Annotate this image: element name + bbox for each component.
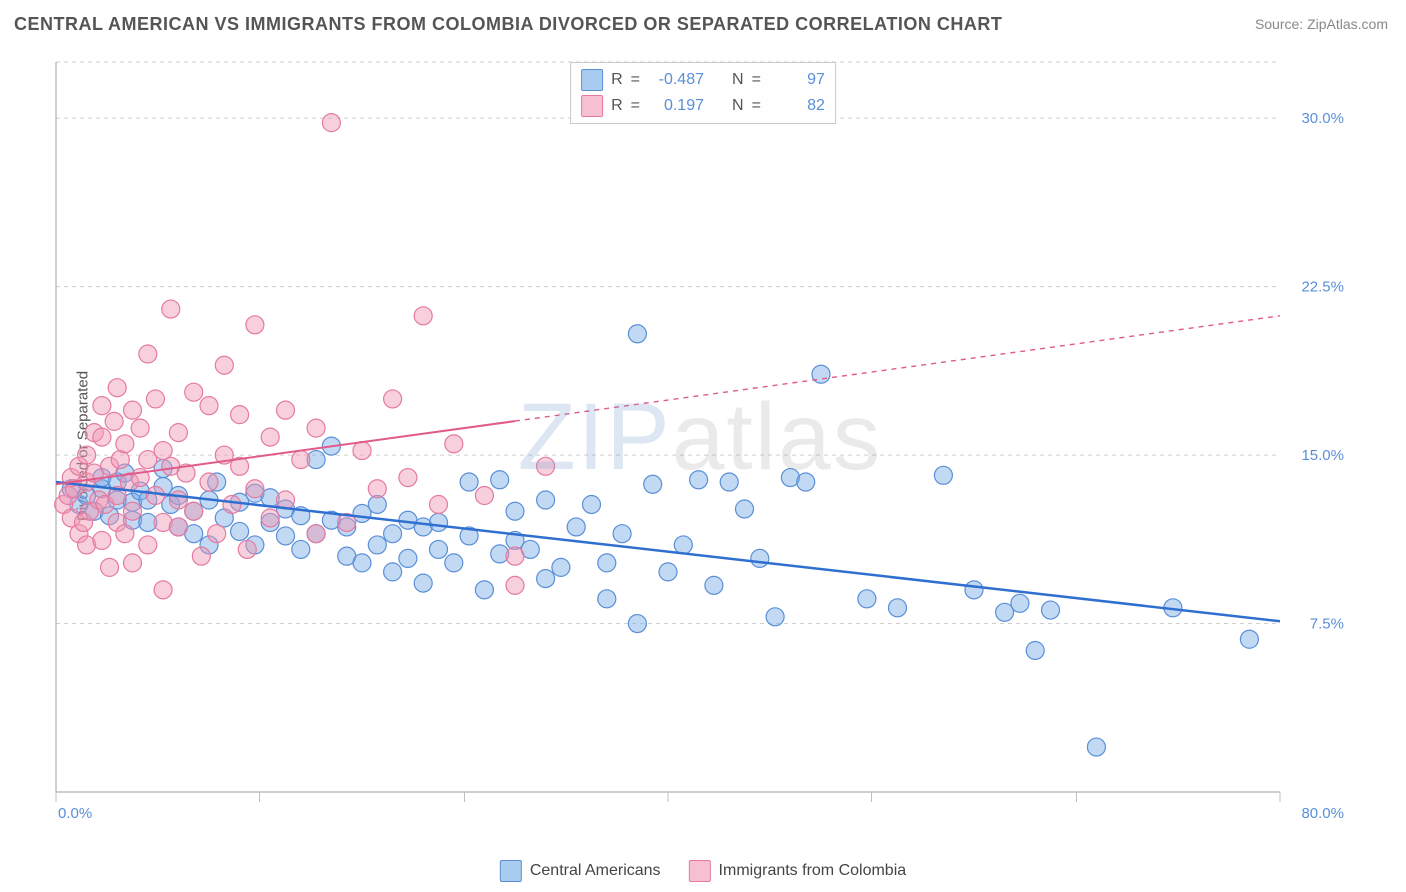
- stats-r-label: R: [611, 71, 623, 89]
- stats-equals: =: [752, 97, 761, 115]
- bottom-legend-label-0: Central Americans: [530, 862, 661, 880]
- bottom-legend-label-1: Immigrants from Colombia: [719, 862, 907, 880]
- legend-swatch-series-0: [581, 69, 603, 91]
- stats-equals: =: [631, 97, 640, 115]
- stats-n-value-1: 82: [769, 97, 825, 115]
- bottom-legend: Central Americans Immigrants from Colomb…: [500, 860, 906, 882]
- plot-area: 7.5%15.0%22.5%30.0%0.0%80.0% ZIPatlas: [50, 60, 1350, 826]
- stats-r-value-1: 0.197: [648, 97, 704, 115]
- stats-r-value-0: -0.487: [648, 71, 704, 89]
- stats-n-label: N: [732, 71, 744, 89]
- source-value: ZipAtlas.com: [1307, 16, 1388, 32]
- bottom-legend-swatch-1: [689, 860, 711, 882]
- stats-equals: =: [631, 71, 640, 89]
- stats-equals: =: [752, 71, 761, 89]
- chart-container: CENTRAL AMERICAN VS IMMIGRANTS FROM COLO…: [0, 0, 1406, 892]
- bottom-legend-swatch-0: [500, 860, 522, 882]
- stats-row-series-0: R = -0.487 N = 97: [581, 67, 825, 93]
- svg-text:30.0%: 30.0%: [1301, 110, 1344, 127]
- svg-text:7.5%: 7.5%: [1310, 616, 1344, 633]
- source-label: Source:: [1255, 16, 1303, 32]
- legend-swatch-series-1: [581, 95, 603, 117]
- bottom-legend-item-0: Central Americans: [500, 860, 661, 882]
- svg-text:22.5%: 22.5%: [1301, 279, 1344, 296]
- svg-text:0.0%: 0.0%: [58, 805, 92, 822]
- svg-text:15.0%: 15.0%: [1301, 447, 1344, 464]
- stats-r-label: R: [611, 97, 623, 115]
- stats-row-series-1: R = 0.197 N = 82: [581, 93, 825, 119]
- stats-n-value-0: 97: [769, 71, 825, 89]
- stats-n-label: N: [732, 97, 744, 115]
- scatter-plot-svg: 7.5% 15.0% 22.5% 30.0% 0.0% 80.0%: [50, 60, 1350, 826]
- source-attribution: Source: ZipAtlas.com: [1255, 16, 1388, 32]
- svg-text:80.0%: 80.0%: [1301, 805, 1344, 822]
- bottom-legend-item-1: Immigrants from Colombia: [689, 860, 907, 882]
- chart-title: CENTRAL AMERICAN VS IMMIGRANTS FROM COLO…: [14, 14, 1002, 35]
- correlation-stats-legend: R = -0.487 N = 97 R = 0.197 N = 82: [570, 62, 836, 124]
